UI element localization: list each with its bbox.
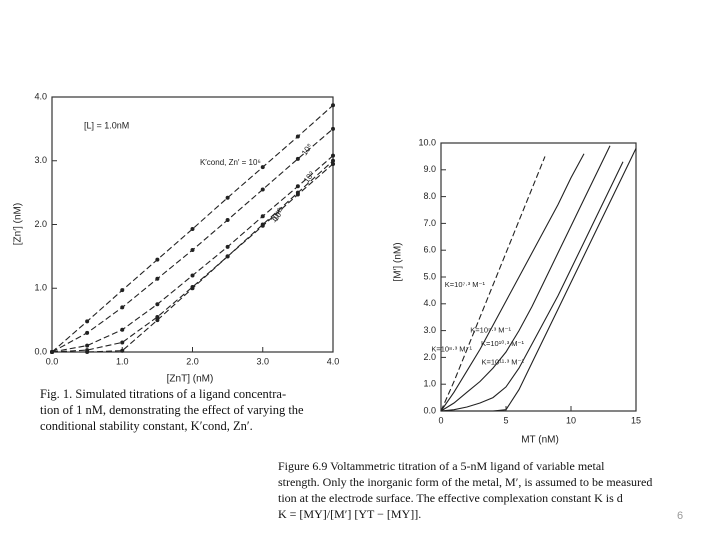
data-point: [120, 327, 125, 332]
y-tick-label: 4.0: [34, 91, 47, 101]
series-label: K=10¹⁰·³ M⁻¹: [481, 339, 525, 348]
data-point: [295, 134, 300, 139]
data-point: [85, 343, 90, 348]
x-tick-label: 2.0: [186, 356, 199, 366]
x-tick-label: 10: [566, 415, 576, 425]
x-axis-label: MT (nM): [521, 435, 559, 446]
x-tick-label: 0.0: [46, 356, 59, 366]
data-point: [331, 158, 335, 163]
series-line: [440, 145, 611, 412]
data-point: [331, 161, 335, 166]
x-tick-label: 4.0: [327, 356, 340, 366]
series-line: [440, 156, 546, 412]
series-line: [51, 163, 334, 353]
data-point: [260, 222, 265, 227]
series-label: K=10⁸·³ M⁻¹: [431, 344, 472, 353]
caption-line: K = [MY]/[M′] [YT − [MY]].: [278, 507, 421, 521]
data-point: [155, 314, 160, 319]
data-point: [295, 184, 300, 189]
y-tick-label: 5.0: [423, 271, 436, 281]
plot-frame: [51, 96, 334, 353]
data-point: [85, 319, 90, 324]
data-point: [50, 350, 54, 354]
data-point: [85, 350, 90, 354]
y-tick-label: 10.0: [418, 137, 436, 147]
series-line: [441, 148, 637, 412]
data-point: [120, 340, 125, 345]
x-tick-label: 15: [631, 415, 641, 425]
series-label: K=10⁷·³ M⁻¹: [445, 280, 486, 289]
caption-line: tion at the electrode surface. The effec…: [278, 491, 623, 505]
y-tick-label: 2.0: [423, 352, 436, 362]
x-tick-label: 5: [503, 415, 508, 425]
y-tick-label: 0.0: [423, 405, 436, 415]
caption-line: tion of 1 nM, demonstrating the effect o…: [40, 403, 304, 417]
y-tick-label: 1.0: [34, 283, 47, 293]
data-point: [225, 244, 230, 249]
y-tick-label: 0.0: [34, 346, 47, 356]
series-label: 10⁹: [302, 169, 316, 184]
data-point: [120, 288, 125, 293]
data-point: [155, 257, 160, 262]
series-label: K=10⁹·³ M⁻¹: [470, 326, 511, 335]
y-tick-label: 3.0: [423, 325, 436, 335]
data-point: [331, 126, 335, 131]
caption-line: strength. Only the inorganic form of the…: [278, 475, 652, 489]
data-point: [190, 248, 195, 252]
caption-line: Figure 6.9 Voltammetric titration of a 5…: [278, 459, 605, 473]
data-point: [190, 226, 195, 231]
y-tick-label: 4.0: [423, 298, 436, 308]
data-point: [120, 305, 125, 310]
data-point: [155, 276, 160, 281]
series-label: K′cond, Zn′ = 10⁶: [200, 158, 261, 167]
data-point: [155, 318, 160, 323]
x-axis-label: [ZnT] (nM): [167, 374, 214, 385]
y-axis-label: [Zn′] (nM): [13, 203, 24, 245]
y-axis-label: [M′] (nM): [393, 242, 404, 281]
series-line: [440, 153, 585, 412]
data-point: [295, 190, 300, 195]
data-point: [225, 254, 230, 259]
data-point: [225, 195, 230, 200]
caption-line: conditional stability constant, K′cond, …: [40, 419, 253, 433]
y-tick-label: 8.0: [423, 191, 436, 201]
series-line: [440, 161, 624, 412]
x-tick-label: 1.0: [116, 356, 129, 366]
data-point: [190, 273, 195, 278]
series-line: [51, 155, 334, 353]
y-tick-label: 7.0: [423, 218, 436, 228]
data-point: [331, 103, 335, 108]
data-point: [120, 348, 125, 353]
data-point: [225, 218, 230, 223]
x-tick-label: 0: [438, 415, 443, 425]
x-tick-label: 3.0: [256, 356, 269, 366]
plot-frame: [440, 142, 637, 412]
data-point: [260, 165, 265, 170]
series-line: [51, 128, 334, 353]
data-point: [331, 153, 335, 158]
series-line: [51, 104, 334, 353]
series-label: K=10¹¹·³ M⁻¹: [481, 358, 524, 367]
data-point: [85, 330, 90, 335]
y-tick-label: 2.0: [34, 219, 47, 229]
series-label: 10¹²: [271, 206, 287, 223]
y-tick-label: 9.0: [423, 164, 436, 174]
annotation: [L] = 1.0nM: [84, 120, 129, 130]
y-tick-label: 6.0: [423, 245, 436, 255]
y-tick-label: 1.0: [423, 379, 436, 389]
data-point: [155, 302, 160, 307]
data-point: [260, 187, 265, 192]
y-tick-label: 3.0: [34, 155, 47, 165]
data-point: [295, 156, 300, 161]
series-line: [52, 160, 334, 353]
data-point: [190, 286, 195, 291]
page-number: 6: [677, 510, 683, 522]
data-point: [260, 214, 265, 219]
caption-line: Fig. 1. Simulated titrations of a ligand…: [40, 387, 286, 401]
